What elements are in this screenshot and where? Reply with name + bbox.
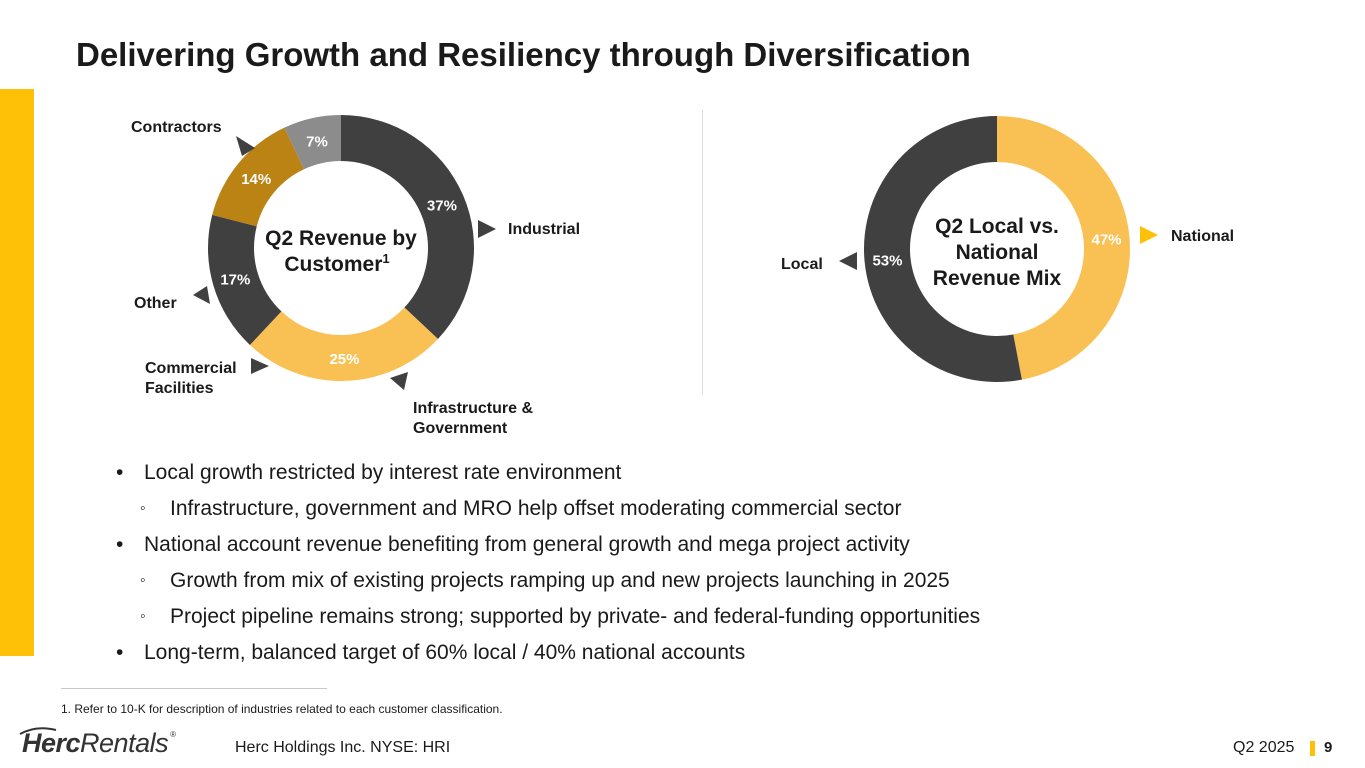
donut1-center-title: Customer1 xyxy=(284,251,389,276)
donut-slice-other xyxy=(284,115,341,170)
donut2-center-title: Q2 Local vs. xyxy=(935,215,1059,238)
donut1-title-superscript: 1 xyxy=(382,251,389,266)
donut-slice-national xyxy=(997,116,1130,380)
pointer-triangle-icon xyxy=(236,136,255,156)
footnote: 1. Refer to 10-K for description of indu… xyxy=(61,702,503,716)
donut1-center-title: Q2 Revenue by xyxy=(265,227,417,250)
slice-value-label: 14% xyxy=(241,171,271,188)
logo-registered-mark: ® xyxy=(170,730,176,739)
bullet-marker: ◦ xyxy=(140,608,146,625)
logo-herc: Herc xyxy=(22,728,81,758)
bullet-item: ◦ Infrastructure, government and MRO help… xyxy=(116,491,980,527)
slice-value-label: 25% xyxy=(329,351,359,368)
callout-commercial-facilities: Commercial xyxy=(145,360,237,377)
slice-value-label: 53% xyxy=(872,252,902,269)
accent-bar xyxy=(0,89,34,656)
bullet-text: Growth from mix of existing projects ram… xyxy=(170,569,950,592)
bullet-list: • Local growth restricted by interest rat… xyxy=(116,455,980,671)
bullet-text: Local growth restricted by interest rate… xyxy=(144,461,622,484)
chart-divider xyxy=(702,110,703,395)
bullet-marker: • xyxy=(116,533,124,556)
bullet-text: Long-term, balanced target of 60% local … xyxy=(144,641,746,664)
pointer-triangle-icon xyxy=(193,286,210,304)
callout-other: Other xyxy=(134,295,177,312)
company-ticker: Herc Holdings Inc. NYSE: HRI xyxy=(235,739,451,756)
bullet-marker: ◦ xyxy=(140,500,146,517)
pointer-triangle-icon xyxy=(839,252,857,270)
logo-swoosh-icon xyxy=(19,727,57,735)
bullet-text: Infrastructure, government and MRO help … xyxy=(170,497,902,520)
donut-slice-infrastructure-government xyxy=(208,214,282,345)
bullet-item: ◦ Growth from mix of existing projects ra… xyxy=(116,563,980,599)
bullet-marker: • xyxy=(116,641,124,664)
callout-contractors: Contractors xyxy=(131,119,222,136)
donut2-center-title: National xyxy=(956,241,1039,264)
pointer-triangle-icon xyxy=(478,220,496,238)
logo-rentals: Rentals xyxy=(80,728,169,758)
callout-commercial-facilities: Facilities xyxy=(145,380,214,397)
callout-industrial: Industrial xyxy=(508,221,580,238)
pointer-triangle-icon xyxy=(390,372,408,390)
callout-infrastructure-government: Infrastructure & xyxy=(413,400,533,417)
bullet-text: National account revenue benefiting from… xyxy=(144,533,910,556)
bullet-item: • Local growth restricted by interest rat… xyxy=(116,455,980,491)
slice-value-label: 7% xyxy=(306,134,328,151)
page-marker xyxy=(1310,741,1315,756)
slide-title: Delivering Growth and Resiliency through… xyxy=(76,36,971,73)
pointer-triangle-icon xyxy=(1140,226,1158,244)
bullet-marker: • xyxy=(116,461,124,484)
donut-slice-commercial-facilities xyxy=(212,127,304,227)
donut-slice-local xyxy=(864,116,1022,382)
bullet-item: ◦ Project pipeline remains strong; suppor… xyxy=(116,599,980,635)
bullet-item: • Long-term, balanced target of 60% local… xyxy=(116,635,980,671)
donut2-center-title: Revenue Mix xyxy=(933,267,1062,290)
callout-local: Local xyxy=(781,256,823,273)
bullet-item: • National account revenue benefiting fro… xyxy=(116,527,980,563)
page-number: 9 xyxy=(1324,739,1333,756)
donut-slice-industrial xyxy=(249,307,438,381)
slice-value-label: 37% xyxy=(427,197,457,214)
bullet-marker: ◦ xyxy=(140,572,146,589)
footnote-rule xyxy=(61,688,327,689)
bullet-text: Project pipeline remains strong; support… xyxy=(170,605,981,628)
herc-rentals-logo: HercRentals ® xyxy=(22,728,176,759)
report-period: Q2 2025 xyxy=(1233,739,1295,756)
donut-slice-contractors xyxy=(341,115,474,340)
pointer-triangle-icon xyxy=(251,358,269,374)
slice-value-label: 17% xyxy=(220,272,250,289)
callout-infrastructure-government: Government xyxy=(413,420,508,437)
slice-value-label: 47% xyxy=(1091,232,1121,249)
callout-national: National xyxy=(1171,228,1234,245)
